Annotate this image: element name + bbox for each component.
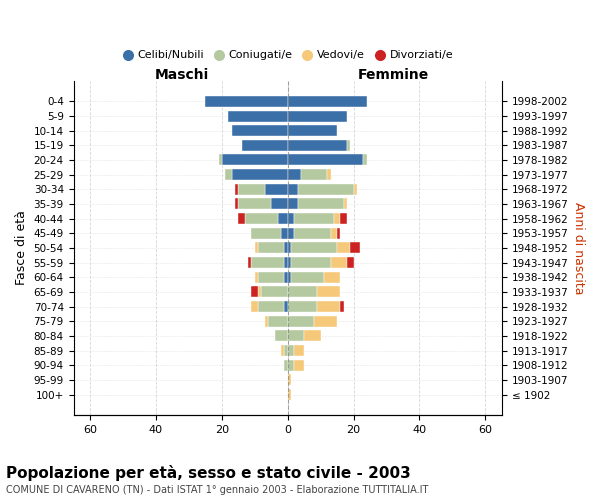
Bar bbox=[287, 360, 294, 370]
Bar bbox=[327, 169, 331, 180]
Bar bbox=[258, 286, 262, 298]
Text: Popolazione per età, sesso e stato civile - 2003: Popolazione per età, sesso e stato civil… bbox=[6, 465, 411, 481]
Bar bbox=[298, 184, 353, 195]
Bar bbox=[287, 96, 367, 107]
Bar bbox=[271, 198, 287, 209]
Bar bbox=[284, 242, 287, 254]
Bar bbox=[350, 242, 360, 254]
Bar bbox=[287, 184, 298, 195]
Bar bbox=[291, 242, 337, 254]
Bar bbox=[304, 330, 320, 342]
Bar bbox=[287, 330, 304, 342]
Bar bbox=[258, 301, 284, 312]
Bar bbox=[232, 169, 287, 180]
Bar bbox=[331, 228, 337, 239]
Bar bbox=[317, 286, 340, 298]
Bar bbox=[238, 213, 245, 224]
Bar bbox=[287, 110, 347, 122]
Bar bbox=[301, 169, 327, 180]
Bar bbox=[205, 96, 287, 107]
Bar bbox=[287, 272, 291, 283]
Bar bbox=[314, 316, 337, 327]
Bar bbox=[281, 345, 284, 356]
Bar bbox=[268, 316, 287, 327]
Bar bbox=[294, 360, 304, 370]
Bar bbox=[331, 257, 347, 268]
Bar bbox=[278, 213, 287, 224]
Bar bbox=[284, 301, 287, 312]
Bar bbox=[287, 286, 317, 298]
Bar bbox=[284, 257, 287, 268]
Bar bbox=[344, 198, 347, 209]
Bar bbox=[242, 140, 287, 151]
Bar bbox=[287, 301, 317, 312]
Bar bbox=[218, 154, 222, 166]
Bar bbox=[258, 242, 284, 254]
Bar bbox=[287, 389, 291, 400]
Text: Femmine: Femmine bbox=[358, 68, 429, 82]
Bar bbox=[291, 257, 331, 268]
Bar bbox=[235, 184, 238, 195]
Bar bbox=[364, 154, 367, 166]
Text: COMUNE DI CAVARENO (TN) - Dati ISTAT 1° gennaio 2003 - Elaborazione TUTTITALIA.I: COMUNE DI CAVARENO (TN) - Dati ISTAT 1° … bbox=[6, 485, 428, 495]
Bar bbox=[225, 169, 232, 180]
Bar bbox=[251, 228, 281, 239]
Bar bbox=[287, 125, 337, 136]
Text: Maschi: Maschi bbox=[155, 68, 209, 82]
Bar bbox=[334, 213, 340, 224]
Bar bbox=[281, 228, 287, 239]
Bar bbox=[229, 110, 287, 122]
Bar bbox=[232, 125, 287, 136]
Bar bbox=[248, 257, 251, 268]
Bar bbox=[235, 198, 238, 209]
Bar bbox=[317, 301, 340, 312]
Bar bbox=[337, 242, 350, 254]
Bar bbox=[287, 198, 298, 209]
Bar bbox=[353, 184, 357, 195]
Bar bbox=[287, 242, 291, 254]
Bar bbox=[294, 213, 334, 224]
Bar bbox=[340, 301, 344, 312]
Bar bbox=[245, 213, 278, 224]
Bar bbox=[287, 374, 291, 386]
Bar bbox=[238, 184, 265, 195]
Bar bbox=[265, 316, 268, 327]
Bar bbox=[347, 140, 350, 151]
Bar bbox=[287, 154, 364, 166]
Bar bbox=[294, 345, 304, 356]
Bar bbox=[265, 184, 287, 195]
Bar bbox=[287, 169, 301, 180]
Bar bbox=[287, 257, 291, 268]
Bar bbox=[251, 301, 258, 312]
Bar bbox=[284, 345, 287, 356]
Y-axis label: Anni di nascita: Anni di nascita bbox=[572, 202, 585, 294]
Bar bbox=[324, 272, 340, 283]
Bar bbox=[284, 272, 287, 283]
Bar bbox=[294, 228, 331, 239]
Bar bbox=[284, 360, 287, 370]
Legend: Celibi/Nubili, Coniugati/e, Vedovi/e, Divorziati/e: Celibi/Nubili, Coniugati/e, Vedovi/e, Di… bbox=[118, 46, 458, 65]
Bar bbox=[222, 154, 287, 166]
Bar bbox=[251, 257, 284, 268]
Bar bbox=[238, 198, 271, 209]
Bar bbox=[255, 242, 258, 254]
Bar bbox=[340, 213, 347, 224]
Bar bbox=[287, 345, 294, 356]
Bar bbox=[251, 286, 258, 298]
Bar bbox=[287, 316, 314, 327]
Bar bbox=[258, 272, 284, 283]
Y-axis label: Fasce di età: Fasce di età bbox=[15, 210, 28, 286]
Bar bbox=[291, 272, 324, 283]
Bar bbox=[337, 228, 340, 239]
Bar bbox=[255, 272, 258, 283]
Bar bbox=[298, 198, 344, 209]
Bar bbox=[287, 228, 294, 239]
Bar bbox=[287, 213, 294, 224]
Bar bbox=[347, 257, 353, 268]
Bar bbox=[275, 330, 287, 342]
Bar bbox=[262, 286, 287, 298]
Bar bbox=[287, 140, 347, 151]
